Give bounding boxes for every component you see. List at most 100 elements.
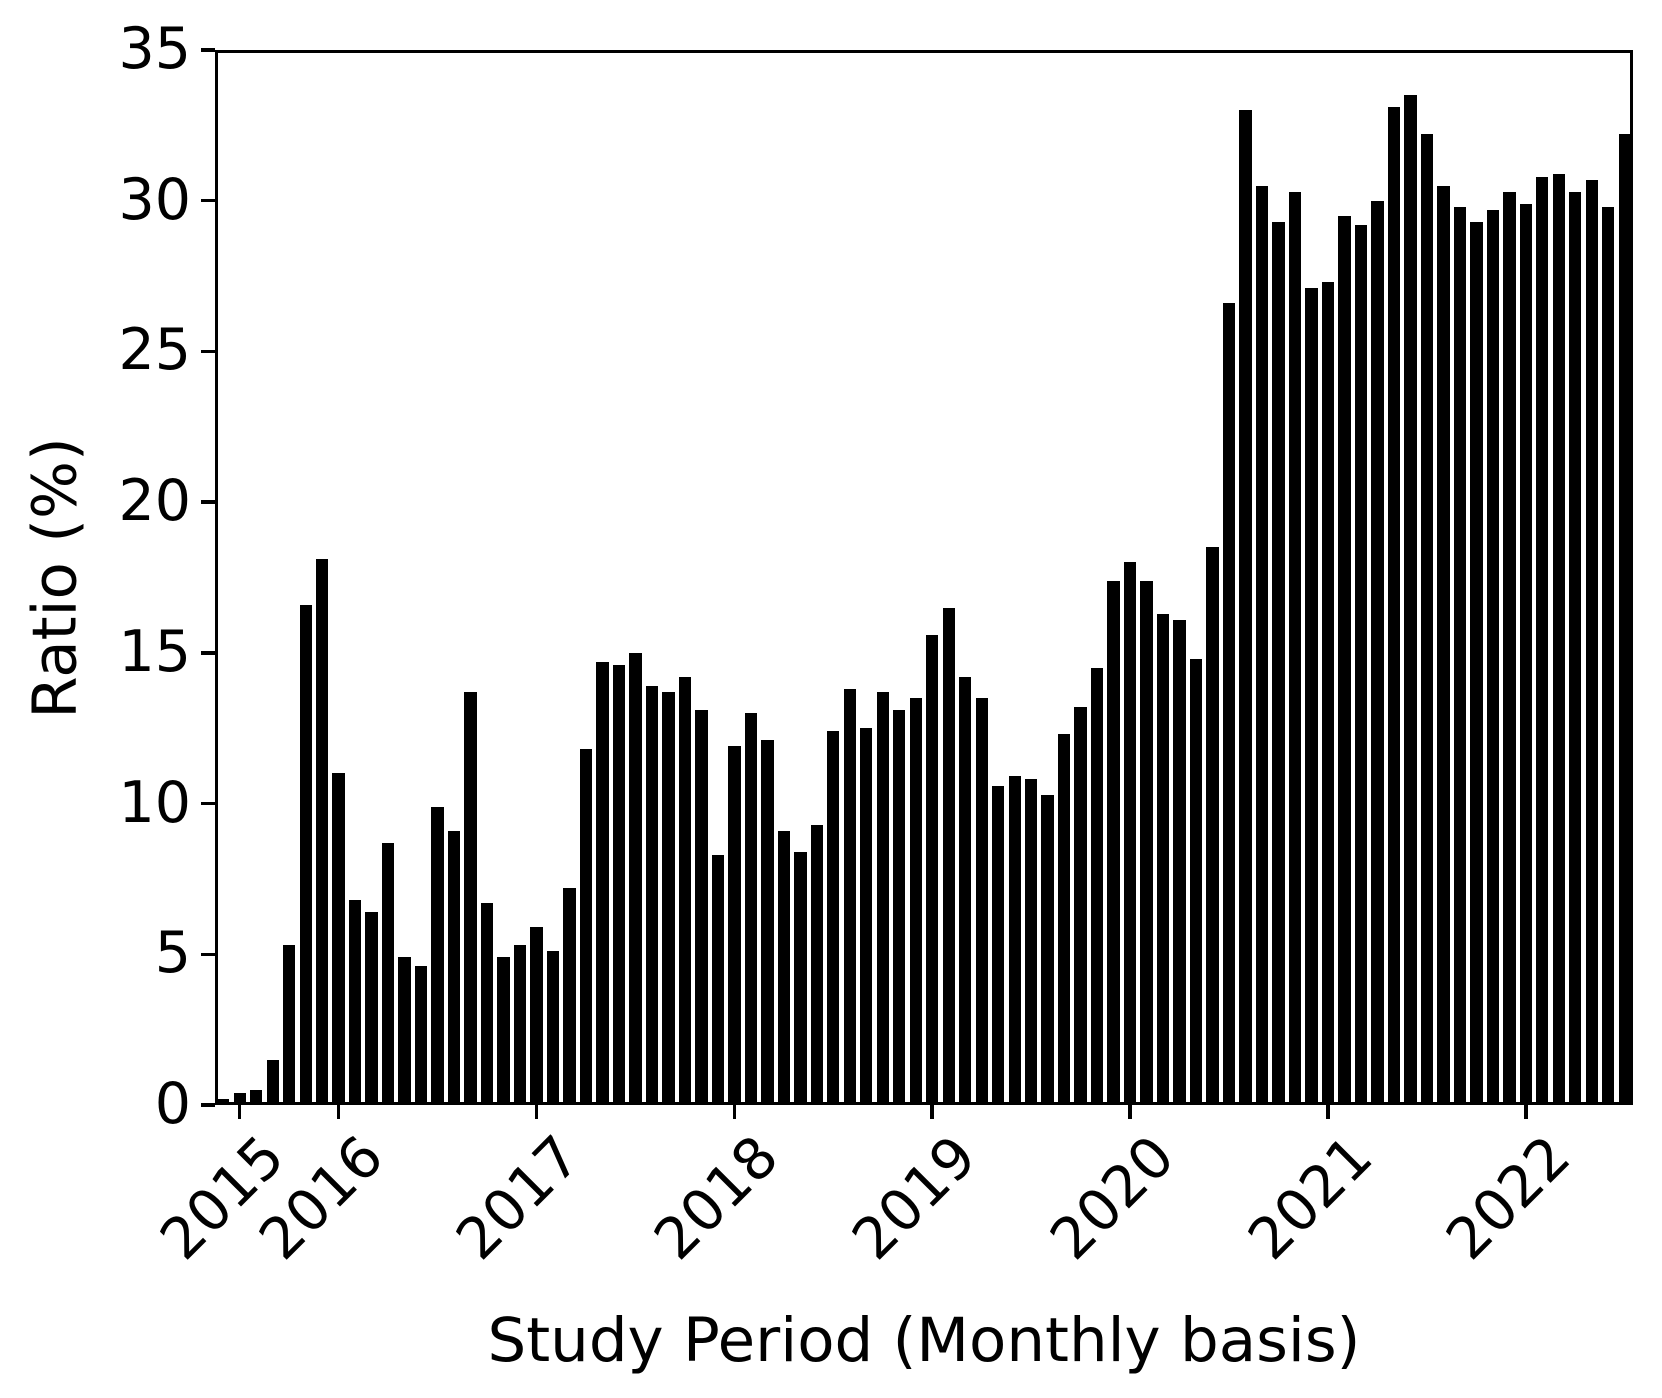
- bar-2015-06: [217, 1099, 230, 1102]
- bar-2020-06: [1206, 547, 1219, 1102]
- x-tick-mark-2018: [732, 1105, 737, 1119]
- bar-2019-08: [1041, 794, 1054, 1102]
- x-tick-label-2021: 2021: [1235, 1123, 1386, 1273]
- bar-2017-01: [530, 927, 543, 1102]
- bar-2018-02: [744, 713, 758, 1102]
- bar-2018-10: [876, 692, 889, 1102]
- bar-2020-10: [1272, 221, 1285, 1102]
- bar-2019-03: [959, 677, 972, 1102]
- bar-2022-04: [1569, 191, 1582, 1102]
- bar-2017-09: [662, 692, 675, 1102]
- x-tick-label-2018: 2018: [642, 1123, 792, 1273]
- bar-2016-04: [381, 842, 395, 1102]
- bar-2021-05: [1387, 107, 1401, 1102]
- bar-2016-02: [348, 900, 362, 1102]
- bar-2016-05: [398, 957, 411, 1102]
- y-tick-label-10: 10: [118, 769, 191, 836]
- bar-2021-03: [1354, 224, 1368, 1102]
- bar-2020-04: [1173, 619, 1186, 1102]
- y-tick-mark-25: [201, 349, 215, 354]
- bar-2015-10: [283, 945, 296, 1102]
- bar-2016-12: [513, 945, 527, 1102]
- y-tick-mark-15: [201, 651, 215, 655]
- bar-2020-03: [1156, 613, 1170, 1102]
- y-tick-mark-5: [201, 952, 215, 957]
- y-tick-label-20: 20: [118, 468, 191, 535]
- bar-2015-11: [299, 604, 312, 1102]
- bar-2015-12: [315, 559, 329, 1102]
- bar-2018-01: [728, 746, 741, 1102]
- bar-2018-04: [777, 830, 791, 1102]
- x-tick-label-2017: 2017: [444, 1123, 594, 1273]
- y-tick-label-35: 35: [118, 16, 191, 82]
- bar-2021-10: [1470, 221, 1483, 1102]
- bar-2020-07: [1222, 303, 1236, 1102]
- bar-2017-05: [596, 661, 609, 1102]
- bar-2016-07: [431, 806, 444, 1102]
- x-tick-label-2020: 2020: [1037, 1123, 1188, 1273]
- y-tick-mark-35: [201, 48, 215, 52]
- bar-2019-09: [1057, 734, 1071, 1102]
- bar-2019-01: [926, 634, 939, 1102]
- bar-2022-01: [1519, 203, 1532, 1102]
- bar-2022-03: [1552, 173, 1565, 1102]
- bar-2020-11: [1288, 191, 1302, 1102]
- bar-2016-03: [365, 912, 378, 1102]
- bar-2019-05: [992, 785, 1005, 1102]
- x-axis-label: Study Period (Monthly basis): [487, 1305, 1361, 1376]
- bar-2021-12: [1503, 191, 1516, 1102]
- x-tick-mark-2020: [1128, 1105, 1132, 1119]
- bar-2016-01: [332, 773, 345, 1102]
- bar-2019-10: [1074, 707, 1087, 1102]
- bar-2017-07: [629, 652, 642, 1102]
- y-tick-label-25: 25: [118, 317, 191, 384]
- bar-2020-05: [1189, 658, 1203, 1102]
- bar-2022-05: [1585, 179, 1598, 1102]
- bar-2020-02: [1140, 580, 1153, 1102]
- plot-area: [215, 50, 1633, 1105]
- bar-2019-02: [942, 607, 955, 1102]
- bar-2017-03: [563, 888, 576, 1102]
- bar-2016-09: [464, 692, 477, 1102]
- x-tick-label-2019: 2019: [840, 1123, 990, 1273]
- x-tick-mark-2015: [237, 1105, 242, 1119]
- bar-2018-05: [794, 851, 807, 1102]
- bar-2018-07: [827, 731, 840, 1102]
- x-tick-mark-2019: [930, 1105, 934, 1119]
- bar-2020-09: [1255, 185, 1269, 1102]
- bar-2018-08: [843, 689, 856, 1102]
- bar-2018-03: [761, 740, 774, 1102]
- bar-2020-12: [1305, 288, 1318, 1102]
- bar-2018-11: [893, 710, 906, 1102]
- x-tick-mark-2021: [1326, 1105, 1330, 1119]
- bar-2021-09: [1453, 206, 1467, 1102]
- y-axis-label: Ratio (%): [19, 437, 91, 719]
- y-tick-label-30: 30: [118, 166, 191, 233]
- bar-2021-06: [1404, 95, 1417, 1102]
- bar-2021-08: [1437, 185, 1450, 1102]
- bar-2020-08: [1239, 110, 1252, 1102]
- bar-2020-01: [1123, 562, 1137, 1102]
- bar-2021-02: [1338, 215, 1351, 1102]
- bar-2019-12: [1107, 580, 1120, 1102]
- bar-2019-07: [1024, 779, 1038, 1102]
- y-tick-label-15: 15: [118, 618, 191, 685]
- bar-2018-09: [860, 728, 873, 1102]
- bar-2017-04: [579, 749, 593, 1102]
- bar-2019-06: [1008, 776, 1021, 1102]
- y-tick-mark-30: [201, 198, 215, 203]
- x-tick-mark-2022: [1524, 1105, 1528, 1119]
- bar-2021-07: [1420, 134, 1434, 1102]
- bar-2017-10: [678, 677, 692, 1102]
- x-tick-mark-2017: [534, 1105, 539, 1119]
- bar-2016-10: [480, 903, 494, 1102]
- bar-2019-04: [975, 698, 988, 1102]
- bar-2017-02: [546, 951, 560, 1102]
- bar-2016-08: [447, 830, 461, 1102]
- bar-2019-11: [1090, 667, 1104, 1102]
- bar-2022-02: [1536, 176, 1549, 1102]
- bar-2015-09: [266, 1059, 279, 1102]
- bar-2016-11: [497, 957, 510, 1102]
- bar-2018-12: [909, 698, 922, 1102]
